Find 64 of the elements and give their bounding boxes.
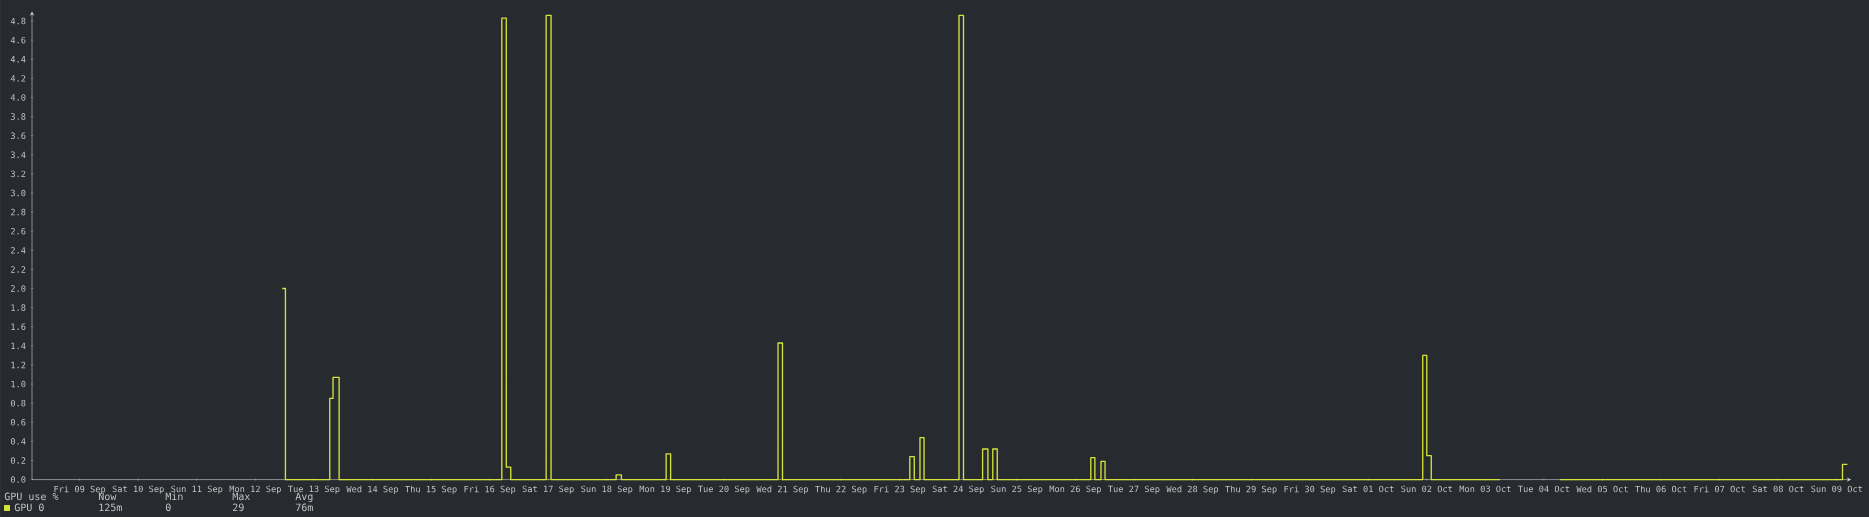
y-tick-label: 2.6 — [10, 227, 26, 235]
x-tick-label: Sat 08 Oct — [1752, 485, 1804, 493]
y-tick-label: 2.2 — [10, 266, 26, 273]
legend-title: GPU use % — [4, 492, 59, 501]
y-tick-label: 4.8 — [10, 17, 26, 25]
x-tick-label: Wed 21 Sep — [756, 485, 809, 495]
text: Max — [232, 492, 250, 501]
x-tick-label: Thu 29 Sep — [1225, 485, 1277, 495]
y-tick-label: 0.4 — [10, 438, 26, 445]
y-tick-label: 1.6 — [11, 323, 26, 331]
text: Min — [165, 492, 183, 500]
x-tick-label: Sat 01 Oct — [1342, 485, 1394, 493]
x-tick-label: Sun 11 Sep — [171, 485, 223, 494]
text: Now — [98, 492, 117, 501]
x-tick-label: Mon 03 Oct — [1459, 485, 1511, 493]
x-tick-label: Sat 17 Sep — [522, 485, 574, 494]
y-tick-label: 1.0 — [11, 380, 26, 388]
x-tick-label: Mon 26 Sep — [1049, 485, 1101, 494]
x-tick-label: Thu 15 Sep — [405, 485, 457, 495]
x-tick-label: Tue 27 Sep — [1108, 485, 1160, 494]
x-tick-label: Fri 07 Oct — [1694, 485, 1745, 493]
x-tick-label: Fri 30 Sep — [1284, 485, 1336, 495]
y-tick-label: 0.8 — [10, 399, 26, 407]
y-tick-label: 3.0 — [10, 189, 26, 197]
y-tick-label: 2.8 — [10, 208, 26, 216]
x-tick-label: Sun 09 Oct — [1811, 485, 1863, 493]
x-tick-label: Tue 04 Oct — [1518, 485, 1570, 493]
x-tick-label: Sun 25 Sep — [991, 485, 1043, 494]
x-tick-label: Sat 24 Sep — [932, 485, 984, 494]
y-tick-label: 0.2 — [10, 457, 26, 464]
y-tick-label: 0.0 — [10, 476, 26, 483]
y-tick-label: 1.2 — [11, 361, 26, 369]
text: Avg — [295, 492, 313, 503]
x-tick-label: Sun 18 Sep — [581, 485, 633, 494]
x-tick-label: Fri 16 Sep — [464, 485, 516, 495]
y-tick-label: 4.4 — [10, 56, 26, 63]
x-tick-label: Wed 28 Sep — [1166, 485, 1219, 495]
y-tick-label: 2.0 — [10, 285, 26, 292]
y-tick-label: 4.2 — [10, 75, 26, 82]
text: 29 — [233, 503, 244, 512]
text: 0 — [165, 503, 171, 512]
x-tick-label: Tue 20 Sep — [698, 485, 750, 494]
y-tick-label: 4.0 — [10, 94, 26, 101]
y-tick-label: 2.4 — [10, 247, 26, 254]
x-tick-label: Wed 14 Sep — [346, 485, 399, 495]
x-tick-label: Thu 06 Oct — [1635, 485, 1687, 493]
y-tick-label: 3.8 — [10, 113, 26, 120]
y-tick-label: 4.6 — [10, 36, 26, 44]
y-tick-label: 3.6 — [10, 132, 26, 139]
legend-label: GPU 0 — [14, 503, 44, 512]
x-tick-label: Fri 09 Sep — [54, 485, 106, 495]
x-tick-label: Sat 10 Sep — [112, 485, 164, 494]
text: 125m — [99, 503, 122, 512]
y-tick-label: 1.8 — [11, 304, 26, 311]
text: 76m — [295, 503, 313, 512]
y-tick-label: 0.6 — [10, 419, 26, 426]
y-tick-label: 1.4 — [11, 342, 26, 349]
x-tick-label: Thu 22 Sep — [815, 485, 867, 495]
x-tick-label: Wed 05 Oct — [1576, 485, 1628, 493]
x-tick-label: Sun 02 Oct — [1401, 485, 1453, 493]
y-tick-label: 3.4 — [10, 151, 26, 159]
y-tick-label: 3.2 — [10, 170, 26, 178]
x-tick-label: Fri 23 Sep — [874, 485, 926, 495]
x-tick-label: Mon 19 Sep — [639, 485, 691, 494]
